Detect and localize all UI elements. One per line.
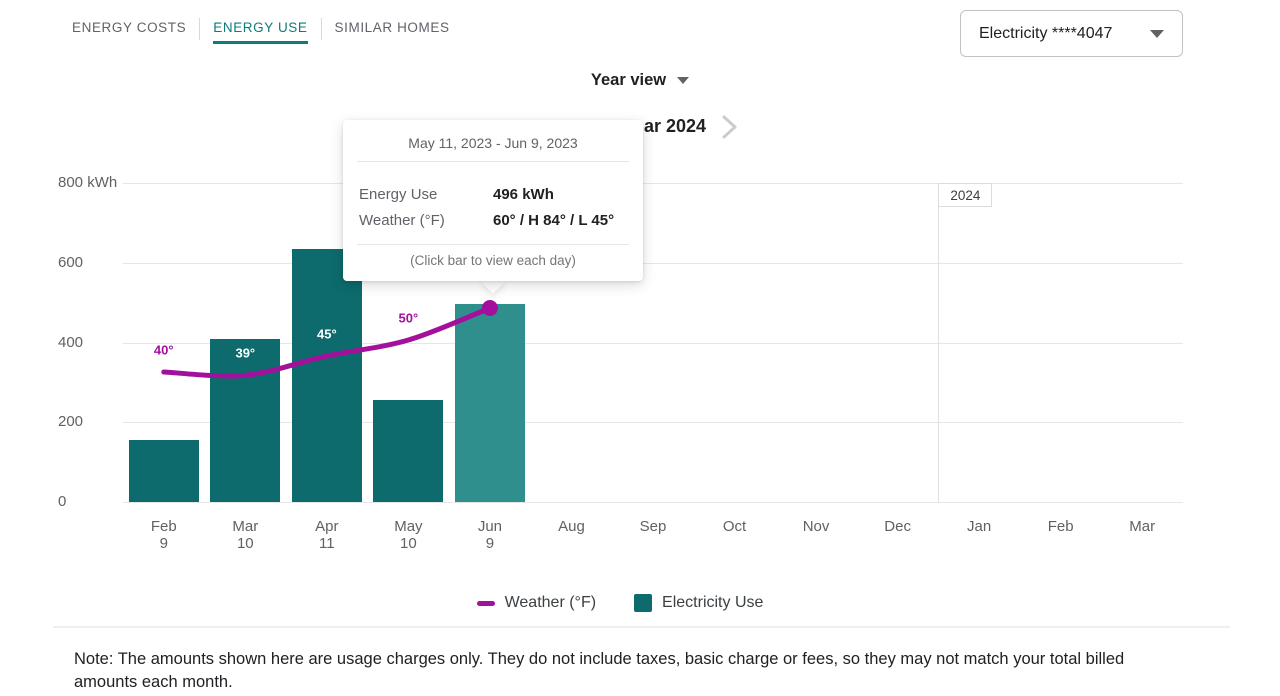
view-selector-label: Year view [590, 71, 667, 89]
y-axis-label: 0 [58, 493, 67, 510]
weather-point-label: 50° [398, 310, 419, 326]
energy-use-chart: 0 200 400 600 800 kWh 2024 Feb 9 Mar 10 Apr 11 May 10… [58, 174, 1183, 552]
tooltip-divider [357, 244, 629, 245]
x-axis-day-label: 9 [485, 535, 495, 552]
account-selector-value: Electricity ****4047 [979, 24, 1113, 42]
weather-line-swatch-icon [476, 600, 495, 606]
tab-energy-use[interactable]: ENERGY USE [213, 14, 308, 44]
x-axis-day-label: 11 [319, 535, 335, 552]
legend-item-weather: Weather (°F) [476, 594, 597, 612]
tab-energy-costs[interactable]: ENERGY COSTS [72, 20, 187, 35]
chevron-right-icon [722, 115, 737, 139]
x-axis-day-label: 9 [159, 535, 168, 552]
x-axis-label: Sep [639, 518, 667, 535]
legend-item-electricity: Electricity Use [634, 594, 763, 612]
bar-jun[interactable] [454, 304, 525, 502]
year-boundary-line [938, 183, 940, 502]
y-axis-label: 600 [58, 253, 84, 271]
x-axis-label: Mar [232, 518, 259, 535]
y-axis-label: 800 kWh [58, 174, 118, 191]
tooltip-hint: (Click bar to view each day) [410, 253, 576, 268]
x-axis-label: May [394, 518, 423, 535]
x-axis-label: Jun [477, 518, 503, 535]
tooltip-energy-value: 496 kWh [493, 186, 554, 203]
weather-line-layer [161, 300, 498, 379]
x-axis-label: Jan [967, 518, 992, 535]
y-axis-label: 200 [58, 413, 84, 431]
year-badge: 2024 [938, 183, 993, 207]
weather-point-label: 40° [153, 342, 174, 358]
period-label: ar 2024 [644, 116, 707, 136]
x-axis-day-label: 10 [236, 535, 254, 552]
tab-separator [199, 18, 201, 40]
tab-separator [320, 18, 322, 40]
x-axis-label: Oct [722, 518, 747, 535]
x-axis-label: Nov [802, 518, 830, 535]
tab-bar: ENERGY COSTS ENERGY USE SIMILAR HOMES [72, 14, 450, 44]
tab-similar-homes[interactable]: SIMILAR HOMES [334, 20, 450, 35]
bar-mar[interactable] [210, 338, 281, 502]
weather-point-label: 39° [235, 345, 256, 361]
x-axis-label: Apr [315, 518, 339, 535]
tooltip-date-range: May 11, 2023 - Jun 9, 2023 [408, 135, 578, 151]
x-axis-label: Feb [1047, 518, 1074, 535]
gridline [123, 502, 1183, 503]
bar-apr[interactable] [291, 248, 362, 502]
tooltip-weather-label: Weather (°F) [359, 212, 445, 229]
chart-legend: Weather (°F) Electricity Use [0, 594, 1240, 612]
electricity-square-swatch-icon [634, 594, 653, 612]
tooltip-divider [357, 161, 629, 162]
account-selector[interactable]: Electricity ****4047 [960, 10, 1183, 57]
x-axis-label: Aug [558, 518, 585, 535]
weather-point-label: 45° [317, 326, 337, 342]
gridline [123, 422, 1183, 424]
gridline [123, 262, 1183, 264]
tooltip-energy-label: Energy Use [359, 186, 438, 203]
legend-electricity-label: Electricity Use [662, 594, 764, 611]
tooltip-weather-value: 60° / H 84° / L 45° [493, 212, 615, 229]
x-axis-label: Feb [150, 518, 177, 535]
x-axis-day-label: 10 [400, 535, 417, 552]
legend-weather-label: Weather (°F) [504, 594, 597, 611]
bar-feb[interactable] [128, 440, 199, 502]
view-selector[interactable]: Year view [0, 71, 1280, 90]
bar-tooltip: May 11, 2023 - Jun 9, 2023 Energy Use 49… [343, 120, 643, 281]
chevron-down-icon [677, 77, 690, 84]
x-axis-label: Dec [884, 518, 911, 535]
usage-note: Note: The amounts shown here are usage c… [74, 650, 1125, 691]
y-axis-label: 400 [58, 333, 84, 351]
chevron-down-icon [1150, 29, 1164, 38]
next-period-button[interactable] [716, 112, 742, 142]
section-divider [53, 626, 1230, 628]
gridline [123, 342, 1183, 344]
x-axis-label: Mar [1129, 518, 1156, 535]
gridline [123, 183, 1183, 184]
bar-may[interactable] [373, 400, 444, 502]
